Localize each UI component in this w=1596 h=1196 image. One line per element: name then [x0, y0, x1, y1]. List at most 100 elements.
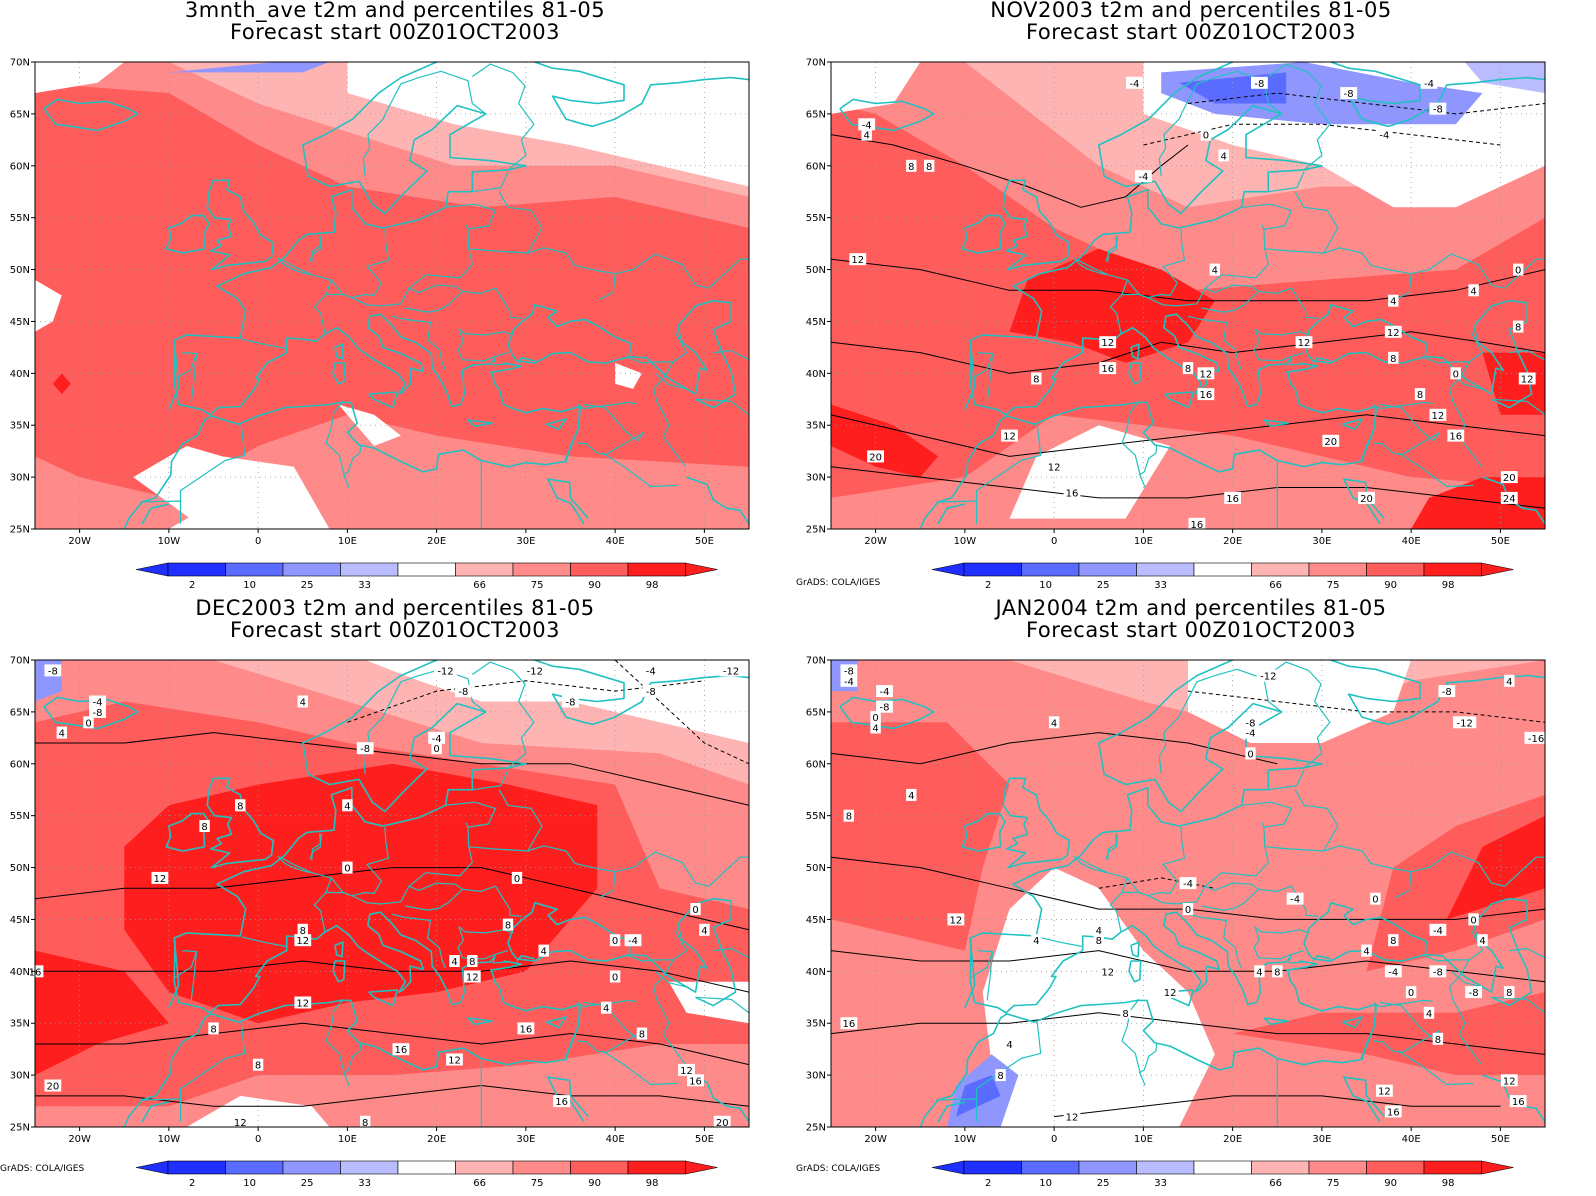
coastline [173, 313, 496, 416]
country-border [1147, 822, 1269, 905]
contour-label: 24 [1503, 494, 1516, 505]
contour-label: 12 [1164, 988, 1177, 999]
contour-label: -4 [1183, 879, 1193, 890]
lat-tick-label: 45N [10, 317, 30, 328]
contour-label-bg [252, 1058, 264, 1071]
gridlines [35, 62, 749, 529]
country-border [471, 661, 535, 769]
contour-label-bg [624, 934, 642, 947]
country-border [330, 279, 345, 296]
contour-label-bg [1045, 460, 1063, 473]
contour-label-bg [858, 118, 876, 131]
lat-tick-label: 70N [10, 58, 30, 69]
colorbar-label: 98 [646, 1178, 659, 1189]
lat-tick-label: 50N [10, 863, 30, 874]
lat-tick-label: 40N [806, 369, 826, 380]
country-border [330, 877, 345, 894]
colorbar-label: 10 [243, 580, 256, 591]
coastline [548, 1076, 590, 1118]
contour-label-bg [1384, 965, 1402, 978]
colorbar-segment [963, 562, 1022, 577]
contour-label-bg [1429, 923, 1447, 936]
contour-label-bg [867, 450, 884, 463]
colorbar: 2 10 25 33 66 75 90 98 [135, 1160, 718, 1189]
contour-label: 12 [851, 255, 864, 266]
contour-label: 8 [1390, 936, 1396, 947]
shade-region [168, 477, 241, 529]
lat-tick-label: 65N [10, 707, 30, 718]
contour-label: 0 [872, 713, 878, 724]
coastline [1312, 357, 1331, 364]
colorbar-segment [225, 1160, 284, 1175]
coastline [43, 696, 139, 730]
contour-label-bg [1004, 1038, 1015, 1050]
lon-tick-label: 10E [338, 536, 357, 547]
coastline [334, 343, 344, 360]
contour-label-bg [642, 685, 660, 698]
coastline [490, 960, 523, 972]
contour-label-bg [1513, 320, 1524, 333]
contour-label: 4 [1221, 151, 1227, 162]
colorbar-label: 98 [646, 580, 659, 591]
contour-label-bg [609, 970, 621, 983]
country-border [468, 845, 616, 899]
coastline [43, 98, 139, 132]
coastline [1164, 391, 1195, 409]
country-border [628, 357, 687, 468]
colorbar-segment [1423, 1160, 1482, 1175]
contour-label-bg [208, 1022, 219, 1035]
country-border [498, 789, 543, 852]
shade-region [508, 269, 749, 426]
country-border [1373, 1001, 1441, 1053]
coastline [141, 503, 170, 525]
colorbar-segment [282, 1160, 341, 1175]
contour-label: 16 [520, 1024, 533, 1035]
coastline [123, 373, 581, 529]
contour-label: 4 [1051, 718, 1057, 729]
contour-label: -8 [646, 687, 656, 698]
contour-label: 12 [1066, 1113, 1079, 1124]
contour-label: 4 [1363, 947, 1369, 958]
contour-label-bg [1384, 1105, 1402, 1118]
lon-tick-label: 20E [1223, 536, 1242, 547]
coastline [467, 419, 493, 428]
contour-label: 8 [639, 1030, 645, 1041]
country-border [179, 424, 246, 501]
coastline [1130, 343, 1140, 360]
contour-label: 12 [448, 1056, 461, 1067]
contour-label-bg [687, 1074, 704, 1087]
colorbar-segment [627, 562, 686, 577]
percentile-shading [35, 660, 749, 1127]
coastline [1344, 1076, 1386, 1118]
country-border [1122, 229, 1185, 299]
contour-label-bg [1031, 934, 1042, 947]
colorbar-segment [1078, 1160, 1137, 1175]
contour-label: 0 [1247, 749, 1253, 760]
contour-label-bg [1432, 1032, 1444, 1045]
contour-label-bg [455, 685, 472, 698]
contour-label: 0 [1515, 266, 1521, 277]
contour-label: 16 [1512, 1097, 1525, 1108]
country-border [1037, 936, 1082, 947]
lon-tick-label: 40E [606, 1134, 625, 1145]
contour-label: 16 [1200, 390, 1213, 401]
country-border [1267, 63, 1331, 171]
country-border [472, 769, 509, 791]
contour-label-bg [1376, 128, 1393, 141]
contour-label: 20 [1324, 437, 1337, 448]
contour-label: 12 [1378, 1087, 1391, 1098]
contour-label: -8 [1344, 89, 1354, 100]
lon-tick-label: 10W [954, 1134, 977, 1145]
country-border [140, 500, 182, 524]
country-border [936, 1098, 978, 1122]
contour-label: -8 [844, 666, 854, 677]
country-border [975, 1022, 1042, 1099]
panel-title-line2: Forecast start 00Z01OCT2003 [230, 618, 560, 642]
contour-label: 20 [47, 1082, 60, 1093]
coastline [206, 179, 275, 271]
lon-tick-label: 20E [427, 536, 446, 547]
lon-tick-label: 0 [255, 1134, 261, 1145]
contour-label: 16 [689, 1076, 702, 1087]
contour-label-bg [231, 1115, 249, 1128]
map-panel-nov2003: NOV2003 t2m and percentiles 81-05 Foreca… [796, 0, 1586, 591]
